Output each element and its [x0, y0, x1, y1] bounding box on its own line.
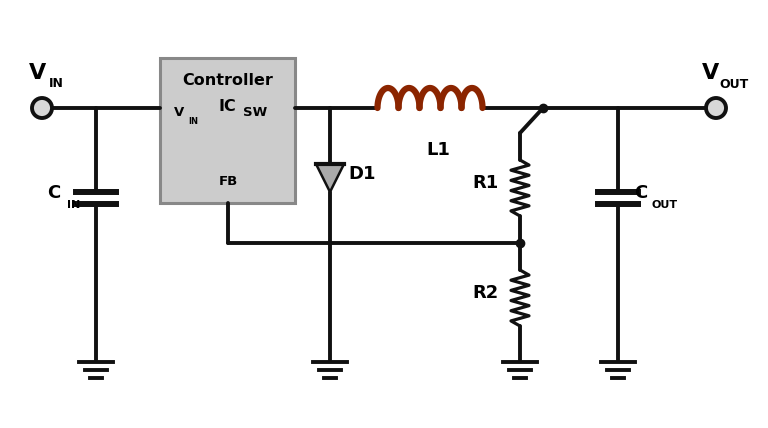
- Text: V: V: [703, 63, 720, 83]
- Text: IN: IN: [68, 200, 81, 210]
- Text: IC: IC: [219, 98, 237, 113]
- Text: R2: R2: [472, 284, 498, 302]
- Text: C: C: [634, 184, 647, 202]
- Circle shape: [706, 98, 726, 118]
- Text: C: C: [48, 184, 61, 202]
- Text: R1: R1: [472, 174, 498, 192]
- Text: FB: FB: [218, 175, 237, 187]
- FancyBboxPatch shape: [160, 58, 295, 203]
- Text: OUT: OUT: [652, 200, 678, 210]
- Text: V: V: [174, 105, 184, 119]
- Text: Controller: Controller: [182, 72, 273, 87]
- Text: D1: D1: [348, 165, 376, 183]
- Polygon shape: [316, 164, 344, 192]
- Text: L1: L1: [426, 141, 450, 159]
- Text: V: V: [29, 63, 47, 83]
- Text: SW: SW: [243, 105, 267, 119]
- Text: IN: IN: [188, 116, 198, 125]
- Text: OUT: OUT: [720, 77, 749, 90]
- Circle shape: [32, 98, 52, 118]
- Text: IN: IN: [48, 77, 64, 89]
